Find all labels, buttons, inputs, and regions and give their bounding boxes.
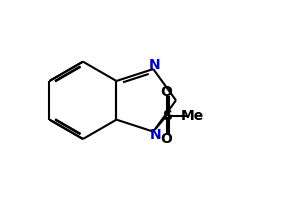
Text: Me: Me xyxy=(180,109,203,123)
Text: O: O xyxy=(160,85,172,99)
Text: N: N xyxy=(149,58,160,72)
Text: S: S xyxy=(163,109,173,123)
Text: N: N xyxy=(149,128,161,142)
Text: O: O xyxy=(160,133,172,147)
